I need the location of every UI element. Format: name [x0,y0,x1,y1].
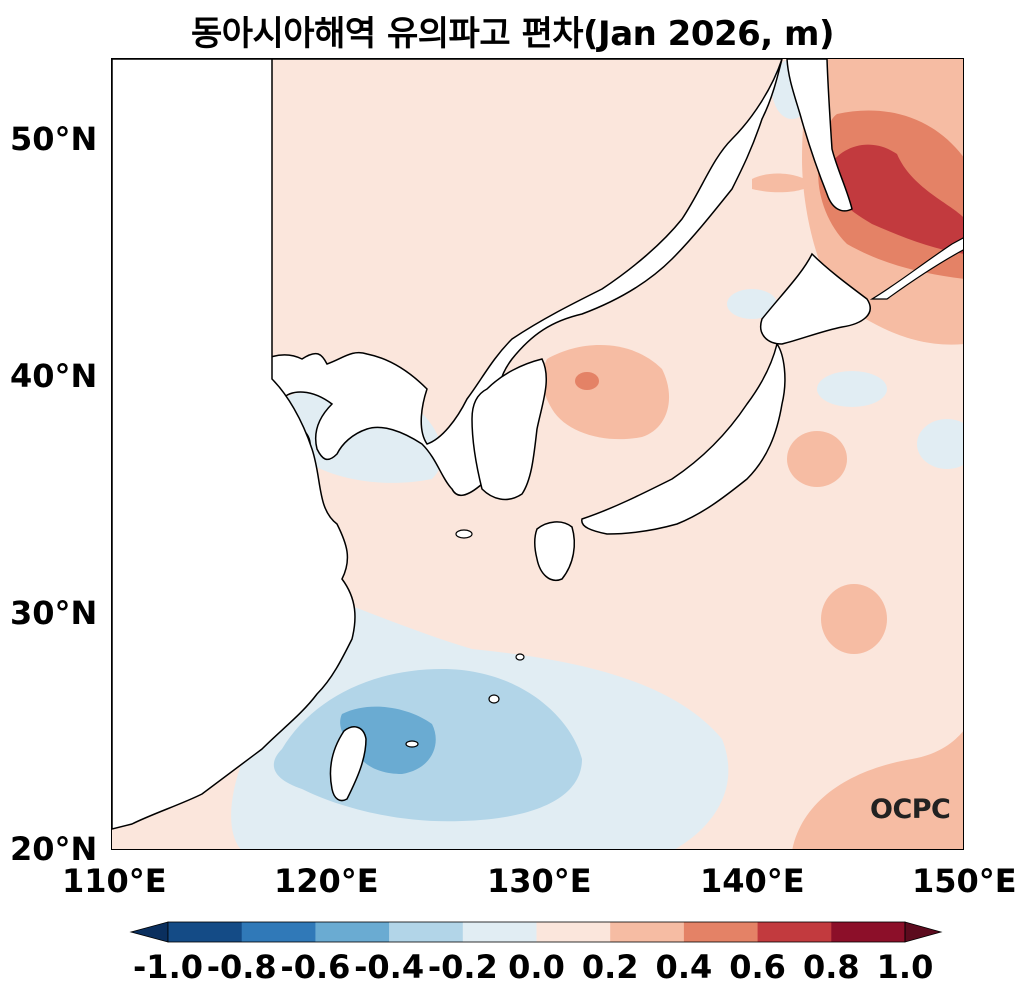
colorbar-tick-label: 0.0 [508,948,565,986]
anomaly-region-pos-northwest-strip [752,173,812,193]
land-japan-hokkaido [760,252,871,345]
land-japan-honshu [581,342,786,535]
land-china-south [112,59,356,830]
colorbar-segment [831,922,906,942]
anomaly-patch-neg-japan-north [727,289,777,319]
land-ryukyu-2 [405,740,419,748]
colorbar-tick-label: 1.0 [876,948,934,986]
map-title: 동아시아해역 유의파고 편차(Jan 2026, m) [190,14,835,54]
colorbar-tick-label: -0.4 [354,948,425,986]
y-tick-label-50: 50°N [10,120,98,158]
colorbar-tick-label: 0.2 [581,948,639,986]
colorbar-border [167,921,906,943]
colorbar-tick-label: 0.4 [655,948,713,986]
x-tick-label-130: 130°E [487,862,592,900]
x-tick-label-120: 120°E [274,862,379,900]
land-ryukyu-3 [515,653,525,661]
colorbar-segment [610,922,685,942]
colorbar-over-triangle [904,921,943,943]
colorbar-tick-label: -1.0 [133,948,203,986]
ocpc-logo: OCPC [870,794,951,825]
anomaly-map [112,59,963,849]
colorbar-segments [168,922,906,942]
land-korea [471,358,548,501]
anomaly-patch-neg-pacific-east [917,419,963,469]
land-sakhalin [786,59,853,212]
x-tick-label-140: 140°E [700,862,805,900]
anomaly-patch-neg-pacific-north [817,371,887,407]
land-taiwan [329,726,367,802]
colorbar-segment [168,922,243,942]
land-japan-kyushu [534,521,575,581]
land-jeju [455,529,473,539]
colorbar-segment [536,922,611,942]
anomaly-patch-pos-0.4-0.6-east-sea [575,372,599,390]
colorbar-tick-label: -0.6 [280,948,351,986]
anomaly-patch-pos-pacific-south [821,584,887,654]
x-tick-label-150: 150°E [912,862,1017,900]
colorbar-segment [241,922,316,942]
colorbar-tick-label: -0.8 [206,948,277,986]
land-ryukyu-1 [488,694,500,704]
anomaly-region-pos-0.6-0.8-north [827,144,963,254]
land-kuril [869,237,963,300]
colorbar-segment [757,922,832,942]
colorbar-tick-label: 0.6 [729,948,786,986]
x-tick-label-110: 110°E [62,862,167,900]
colorbar-tick-label: 0.8 [802,948,860,986]
anomaly-region-pos-0.2-0.4-east-sea [542,345,670,440]
colorbar-segment [315,922,390,942]
colorbar-tick-label: -0.2 [427,948,498,986]
y-tick-label-20: 20°N [10,830,98,868]
colorbar-segment [389,922,464,942]
colorbar-under-triangle [129,921,169,943]
anomaly-region-pos-pacific-southeast [792,731,963,849]
colorbar-segment [683,922,759,942]
y-tick-label-40: 40°N [10,357,98,395]
anomaly-patch-pos-pacific-mid [787,431,847,487]
colorbar-segment [462,922,537,942]
map-panel [111,58,964,850]
y-tick-label-30: 30°N [10,594,98,632]
